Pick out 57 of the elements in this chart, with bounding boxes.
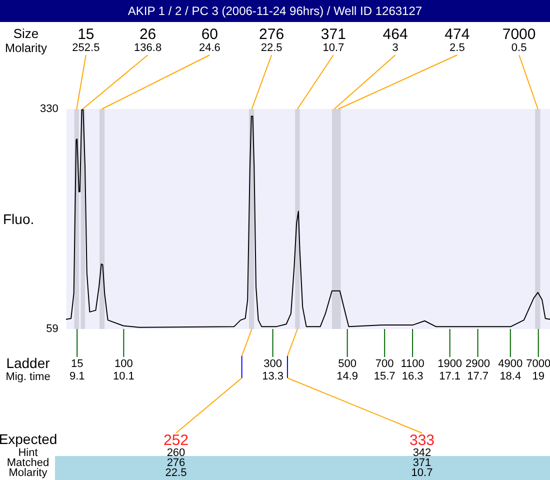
text: Expected	[0, 431, 58, 447]
annotation: 371	[320, 26, 346, 43]
y-tick-label: 330	[40, 103, 58, 115]
text: 0.5	[511, 42, 527, 54]
text: Molarity	[4, 41, 48, 55]
text: 3	[392, 42, 398, 54]
annotation: 300	[264, 358, 282, 370]
y-tick-label: 59	[46, 323, 58, 335]
x-tick-label: 14.9	[336, 370, 358, 382]
x-tick-label: 9.1	[69, 370, 85, 382]
text: 24.6	[198, 42, 220, 54]
annotation: 7000	[526, 358, 550, 370]
x-tick-label: 18.4	[500, 370, 522, 382]
text: 252.5	[72, 42, 100, 54]
text: Hint	[18, 447, 38, 459]
annotation: 464	[382, 26, 408, 43]
chart-title: AKIP 1 / 2 / PC 3 (2006-11-24 96hrs) / Well ID 1263127	[0, 0, 550, 22]
annotation: 700	[375, 358, 394, 370]
text: 371	[412, 457, 432, 469]
text: 2.5	[450, 42, 465, 54]
x-tick-label: 15.7	[374, 370, 396, 382]
annotation: 7000	[502, 26, 536, 43]
annotation: 60	[201, 26, 218, 43]
annotation: 100	[114, 358, 133, 370]
text: 333	[409, 432, 435, 449]
line-series	[66, 109, 550, 328]
annotation: 15	[78, 26, 94, 43]
annotation: 2900	[466, 358, 490, 370]
x-tick-label: 19	[532, 370, 544, 382]
annotation: 500	[338, 358, 357, 370]
text: 10.7	[411, 467, 433, 479]
x-tick-label: 10.1	[112, 370, 134, 382]
x-tick-label: 17.1	[439, 370, 461, 382]
annotation: 26	[139, 26, 156, 43]
annotation: 474	[444, 26, 470, 43]
text: 22.5	[260, 42, 282, 54]
text: Ladder	[6, 355, 50, 371]
text: 10.7	[322, 42, 344, 54]
text: 22.5	[165, 467, 187, 479]
x-tick-label: 16.3	[402, 370, 424, 382]
text: Size	[13, 26, 39, 41]
text: Molarity	[8, 467, 48, 479]
text: 276	[166, 457, 186, 469]
x-tick-label: 17.7	[467, 370, 488, 382]
annotation: 15	[70, 358, 84, 370]
text: 342	[412, 447, 432, 459]
annotation: 1100	[400, 358, 424, 370]
text: 260	[166, 447, 186, 459]
text: Matched	[6, 457, 50, 469]
annotation: 4900	[498, 358, 523, 370]
text: 136.8	[134, 42, 162, 54]
y-axis-title: Fluo.	[3, 211, 34, 227]
x-tick-label: 13.3	[262, 370, 284, 382]
annotation: 1900	[438, 358, 462, 370]
text: 252	[163, 432, 189, 449]
x-axis-title: Mig. time	[6, 371, 50, 383]
annotation: 276	[259, 26, 284, 43]
